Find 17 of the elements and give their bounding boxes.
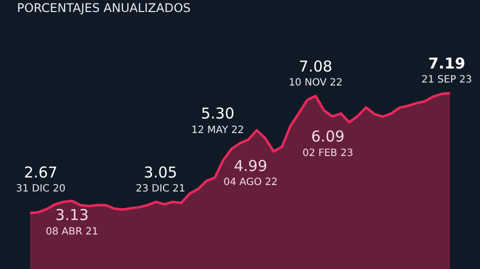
data-label: 6.09	[311, 128, 345, 146]
annotation: 10 NOV 22	[288, 78, 343, 89]
data-label: 2.67	[24, 163, 58, 182]
data-label: 3.13	[55, 206, 89, 224]
annotation: 23 DIC 21	[136, 183, 186, 194]
annotation: 08 ABR 21	[46, 226, 98, 238]
annotation: 21 SEP 23	[421, 74, 472, 86]
data-label: 7.19	[428, 54, 466, 73]
annotation: 31 DIC 20	[16, 183, 66, 194]
data-label: 3.05	[144, 163, 178, 182]
annotation: 04 AGO 22	[224, 177, 278, 188]
chart-title: PORCENTAJES ANUALIZADOS	[17, 1, 191, 15]
annotation: 12 MAY 22	[191, 124, 244, 136]
data-label: 7.08	[298, 57, 332, 76]
annotation: 02 FEB 23	[302, 148, 354, 159]
data-label: 5.30	[200, 104, 234, 123]
data-label: 4.99	[234, 156, 268, 175]
